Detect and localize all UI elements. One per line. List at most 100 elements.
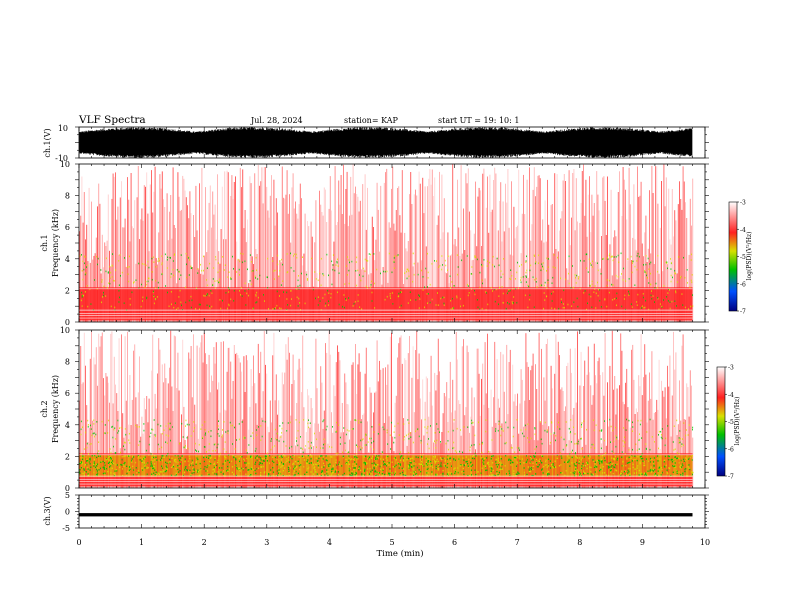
spectrogram-speckle bbox=[427, 474, 428, 477]
spectrogram-streak bbox=[139, 239, 140, 322]
spectrogram-speckle bbox=[415, 299, 417, 301]
spectrogram-speckle bbox=[354, 301, 356, 303]
spectrogram-speckle bbox=[504, 465, 506, 467]
spectrogram-speckle bbox=[96, 255, 97, 258]
spectrogram-streak bbox=[83, 332, 85, 488]
spectrogram-speckle bbox=[107, 458, 108, 460]
spectrogram-streak bbox=[662, 390, 664, 488]
spectrogram-speckle bbox=[255, 472, 257, 475]
spectrogram-speckle bbox=[272, 471, 275, 473]
spectrogram-streak bbox=[488, 407, 490, 488]
spectrogram-speckle bbox=[124, 441, 126, 444]
spectrogram-speckle bbox=[274, 269, 276, 272]
spectrogram-speckle bbox=[324, 293, 326, 296]
spectrogram-streak bbox=[217, 174, 218, 322]
spectrogram-speckle bbox=[280, 459, 282, 461]
spectrogram-streak bbox=[658, 359, 660, 488]
spectrogram-speckle bbox=[322, 472, 324, 474]
spectrogram-speckle bbox=[459, 465, 461, 467]
spectrogram-streak bbox=[550, 205, 552, 322]
spectrogram-streak bbox=[451, 254, 452, 322]
spectrogram-streak bbox=[656, 399, 658, 488]
spectrogram-speckle bbox=[218, 435, 220, 437]
spectrogram-streak bbox=[325, 189, 326, 322]
ch2-colorbar-label: log(PSD)(V²/Hz) bbox=[734, 397, 741, 446]
spectrogram-speckle bbox=[561, 301, 562, 304]
spectrogram-speckle bbox=[691, 253, 692, 256]
spectrogram-speckle bbox=[646, 431, 648, 433]
spectrogram-speckle bbox=[186, 423, 188, 426]
spectrogram-speckle bbox=[396, 255, 398, 257]
spectrogram-streak bbox=[346, 171, 348, 322]
spectrogram-speckle bbox=[586, 467, 588, 470]
spectrogram-speckle bbox=[591, 280, 593, 283]
spectrogram-streak bbox=[465, 173, 467, 322]
spectrogram-speckle bbox=[399, 464, 401, 466]
spectrogram-speckle bbox=[197, 469, 199, 471]
spectrogram-speckle bbox=[93, 461, 95, 463]
spectrogram-speckle bbox=[217, 459, 219, 462]
spectrogram-streak bbox=[535, 364, 536, 488]
spectrogram-speckle bbox=[89, 457, 91, 460]
spectrogram-streak bbox=[518, 169, 520, 322]
spectrogram-streak bbox=[455, 246, 457, 322]
spectrogram-streak bbox=[415, 189, 416, 322]
spectrogram-streak bbox=[265, 364, 266, 488]
spectrogram-speckle bbox=[371, 426, 373, 428]
spectrogram-streak bbox=[687, 287, 689, 322]
spectrogram-speckle bbox=[467, 465, 469, 467]
spectrogram-speckle bbox=[119, 296, 120, 299]
spectrogram-speckle bbox=[214, 287, 216, 289]
spectrogram-speckle bbox=[146, 466, 148, 468]
spectrogram-speckle bbox=[195, 462, 197, 464]
spectrogram-streak bbox=[475, 449, 476, 488]
spectrogram-speckle bbox=[148, 266, 150, 269]
spectrogram-speckle bbox=[280, 436, 282, 438]
spectrogram-speckle bbox=[266, 452, 268, 455]
spectrogram-speckle bbox=[478, 421, 479, 424]
spectrogram-streak bbox=[579, 222, 581, 322]
spectrogram-speckle bbox=[264, 455, 266, 457]
spectrogram-speckle bbox=[653, 457, 655, 459]
spectrogram-speckle bbox=[318, 474, 320, 476]
spectrogram-speckle bbox=[178, 457, 180, 460]
spectrogram-streak bbox=[111, 331, 113, 488]
spectrogram-speckle bbox=[613, 458, 615, 461]
spectrogram-streak bbox=[297, 369, 299, 488]
spectrogram-streak bbox=[643, 377, 644, 488]
spectrogram-speckle bbox=[254, 275, 256, 278]
spectrogram-streak bbox=[163, 199, 164, 322]
spectrogram-speckle bbox=[133, 281, 135, 283]
spectrogram-streak bbox=[104, 242, 106, 322]
spectrogram-speckle bbox=[350, 475, 352, 477]
spectrogram-speckle bbox=[482, 265, 484, 267]
spectrogram-speckle bbox=[577, 305, 579, 308]
spectrogram-speckle bbox=[355, 471, 357, 474]
spectrogram-streak bbox=[632, 344, 634, 488]
spectrogram-speckle bbox=[142, 300, 143, 302]
spectrogram-speckle bbox=[203, 294, 205, 297]
spectrogram-speckle bbox=[650, 261, 652, 264]
spectrogram-speckle bbox=[393, 457, 395, 460]
spectrogram-speckle bbox=[667, 425, 669, 427]
spectrogram-speckle bbox=[622, 440, 624, 442]
spectrogram-speckle bbox=[587, 302, 588, 305]
spectrogram-speckle bbox=[519, 449, 520, 451]
spectrogram-speckle bbox=[452, 447, 454, 450]
spectrogram-speckle bbox=[175, 472, 177, 475]
spectrogram-speckle bbox=[524, 294, 526, 297]
spectrogram-speckle bbox=[575, 474, 577, 477]
spectrogram-speckle bbox=[590, 473, 592, 475]
spectrogram-streak bbox=[187, 205, 188, 322]
spectrogram-speckle bbox=[498, 471, 500, 474]
spectrogram-speckle bbox=[594, 461, 596, 463]
spectrogram-streak bbox=[445, 396, 446, 488]
spectrogram-speckle bbox=[392, 466, 394, 468]
spectrogram-speckle bbox=[536, 466, 538, 468]
spectrogram-speckle bbox=[354, 468, 356, 470]
spectrogram-speckle bbox=[307, 454, 309, 457]
spectrogram-speckle bbox=[525, 281, 527, 283]
spectrogram-speckle bbox=[376, 471, 378, 474]
spectrogram-streak bbox=[647, 248, 649, 322]
spectrogram-speckle bbox=[501, 463, 503, 466]
